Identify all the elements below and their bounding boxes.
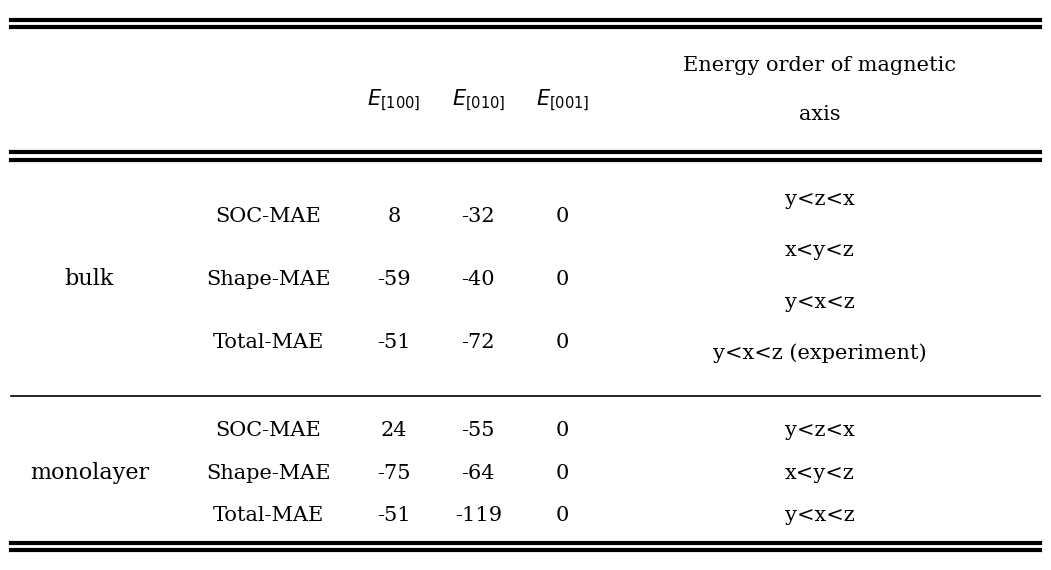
Text: -51: -51 <box>377 332 411 352</box>
Text: y<z<x: y<z<x <box>785 421 854 440</box>
Text: 8: 8 <box>388 207 400 226</box>
Text: 0: 0 <box>556 332 569 352</box>
Text: Shape-MAE: Shape-MAE <box>206 463 330 483</box>
Text: Total-MAE: Total-MAE <box>212 332 324 352</box>
Text: -59: -59 <box>377 270 411 289</box>
Text: -40: -40 <box>461 270 495 289</box>
Text: $E_{[001]}$: $E_{[001]}$ <box>536 87 589 113</box>
Text: 0: 0 <box>556 207 569 226</box>
Text: SOC-MAE: SOC-MAE <box>215 207 321 226</box>
Text: y<x<z: y<x<z <box>785 506 854 526</box>
Text: -64: -64 <box>461 463 495 483</box>
Text: Shape-MAE: Shape-MAE <box>206 270 330 289</box>
Text: $E_{[100]}$: $E_{[100]}$ <box>368 87 420 113</box>
Text: 0: 0 <box>556 421 569 440</box>
Text: SOC-MAE: SOC-MAE <box>215 421 321 440</box>
Text: -51: -51 <box>377 506 411 526</box>
Text: y<z<x: y<z<x <box>785 190 854 209</box>
Text: 0: 0 <box>556 463 569 483</box>
Text: -55: -55 <box>461 421 495 440</box>
Text: -72: -72 <box>461 332 495 352</box>
Text: 0: 0 <box>556 270 569 289</box>
Text: Total-MAE: Total-MAE <box>212 506 324 526</box>
Text: $E_{[010]}$: $E_{[010]}$ <box>452 87 504 113</box>
Text: axis: axis <box>799 104 841 124</box>
Text: monolayer: monolayer <box>29 462 149 484</box>
Text: y<x<z: y<x<z <box>785 292 854 312</box>
Text: bulk: bulk <box>65 268 114 290</box>
Text: x<y<z: x<y<z <box>785 241 854 260</box>
Text: Energy order of magnetic: Energy order of magnetic <box>683 56 956 75</box>
Text: 24: 24 <box>380 421 408 440</box>
Text: -32: -32 <box>461 207 495 226</box>
Text: 0: 0 <box>556 506 569 526</box>
Text: -75: -75 <box>377 463 411 483</box>
Text: y<x<z (experiment): y<x<z (experiment) <box>713 344 927 363</box>
Text: -119: -119 <box>455 506 501 526</box>
Text: x<y<z: x<y<z <box>785 463 854 483</box>
